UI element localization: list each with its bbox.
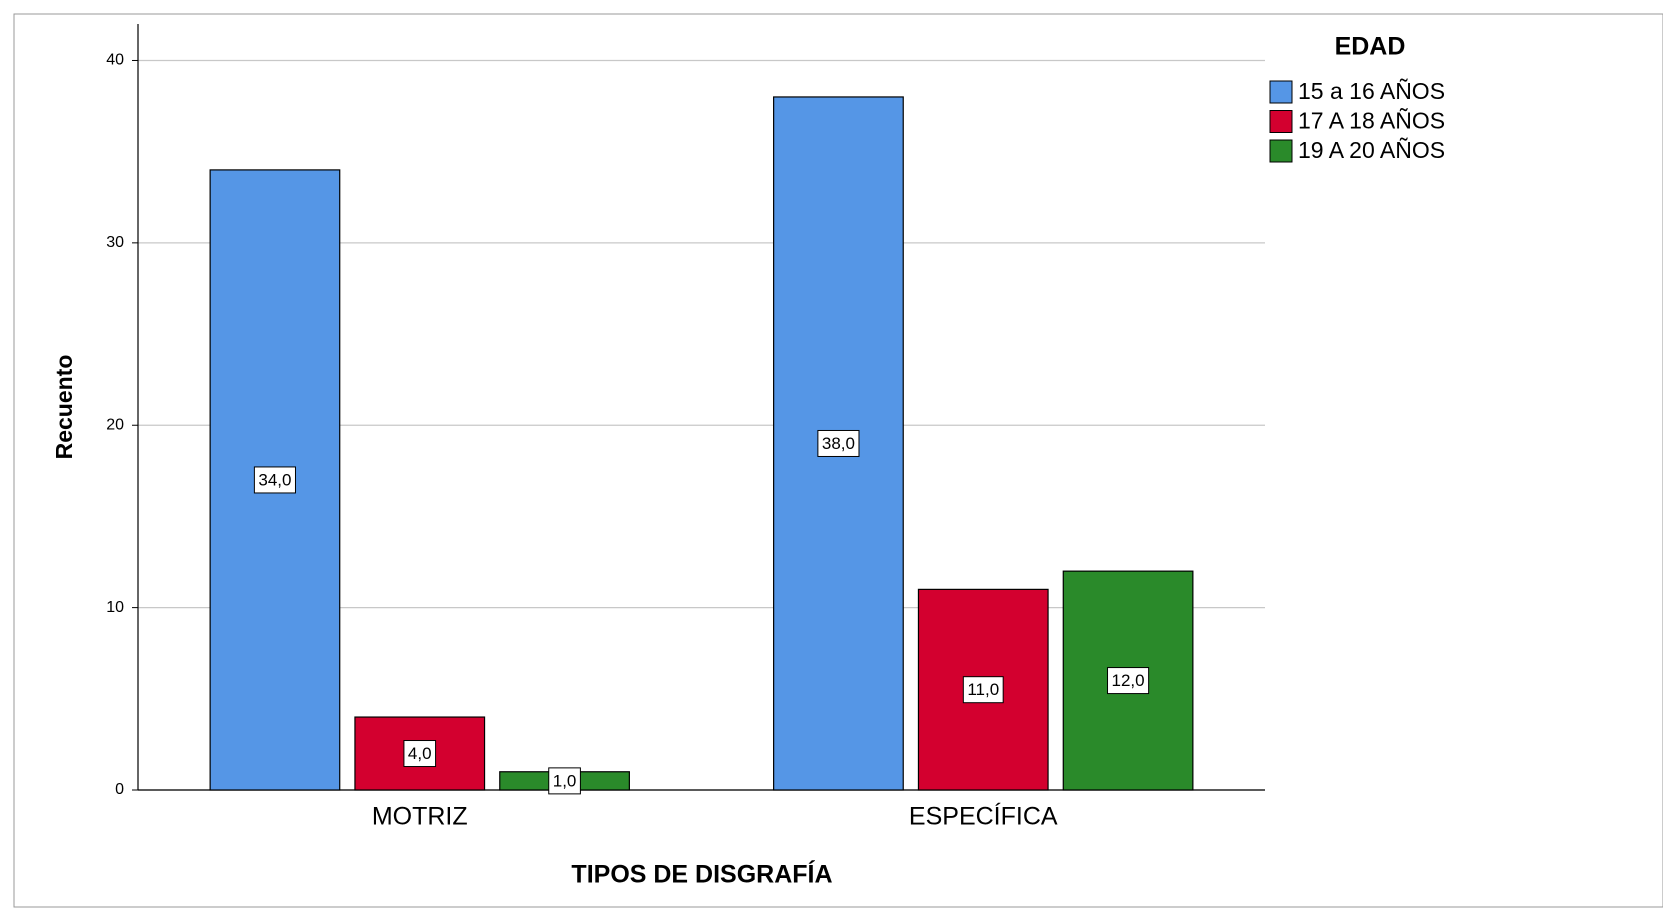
value-label: 1,0 <box>553 771 577 790</box>
legend-swatch <box>1269 110 1293 133</box>
frame <box>13 13 1663 908</box>
x-tick-label: ESPECÍFICA <box>909 802 1058 831</box>
value-label-box <box>1107 667 1150 695</box>
value-label: 11,0 <box>967 680 999 699</box>
legend-label: 19 A 20 AÑOS <box>1298 137 1445 163</box>
value-label-box <box>403 740 437 768</box>
value-label-box <box>962 676 1004 704</box>
x-axis-title: TIPOS DE DISGRAFÍA <box>571 860 832 889</box>
legend-swatch <box>1269 80 1293 104</box>
y-tick-label: 20 <box>106 416 124 433</box>
legend-label: 15 a 16 AÑOS <box>1298 78 1445 104</box>
value-label-box <box>548 767 581 795</box>
y-axis-title: Recuento <box>51 355 77 460</box>
y-tick-label: 30 <box>106 234 124 251</box>
y-tick-label: 40 <box>106 52 124 69</box>
value-label-box <box>253 466 296 494</box>
value-label: 34,0 <box>258 470 291 489</box>
legend-title: EDAD <box>1335 33 1406 61</box>
value-label: 12,0 <box>1112 671 1145 690</box>
y-tick-label: 0 <box>115 781 124 798</box>
value-label: 4,0 <box>408 744 432 763</box>
value-label-box <box>817 429 860 457</box>
legend-swatch <box>1269 139 1293 163</box>
x-tick-label: MOTRIZ <box>372 803 468 831</box>
y-tick-label: 10 <box>106 599 124 616</box>
value-label: 38,0 <box>822 434 855 453</box>
legend-label: 17 A 18 AÑOS <box>1298 108 1445 134</box>
